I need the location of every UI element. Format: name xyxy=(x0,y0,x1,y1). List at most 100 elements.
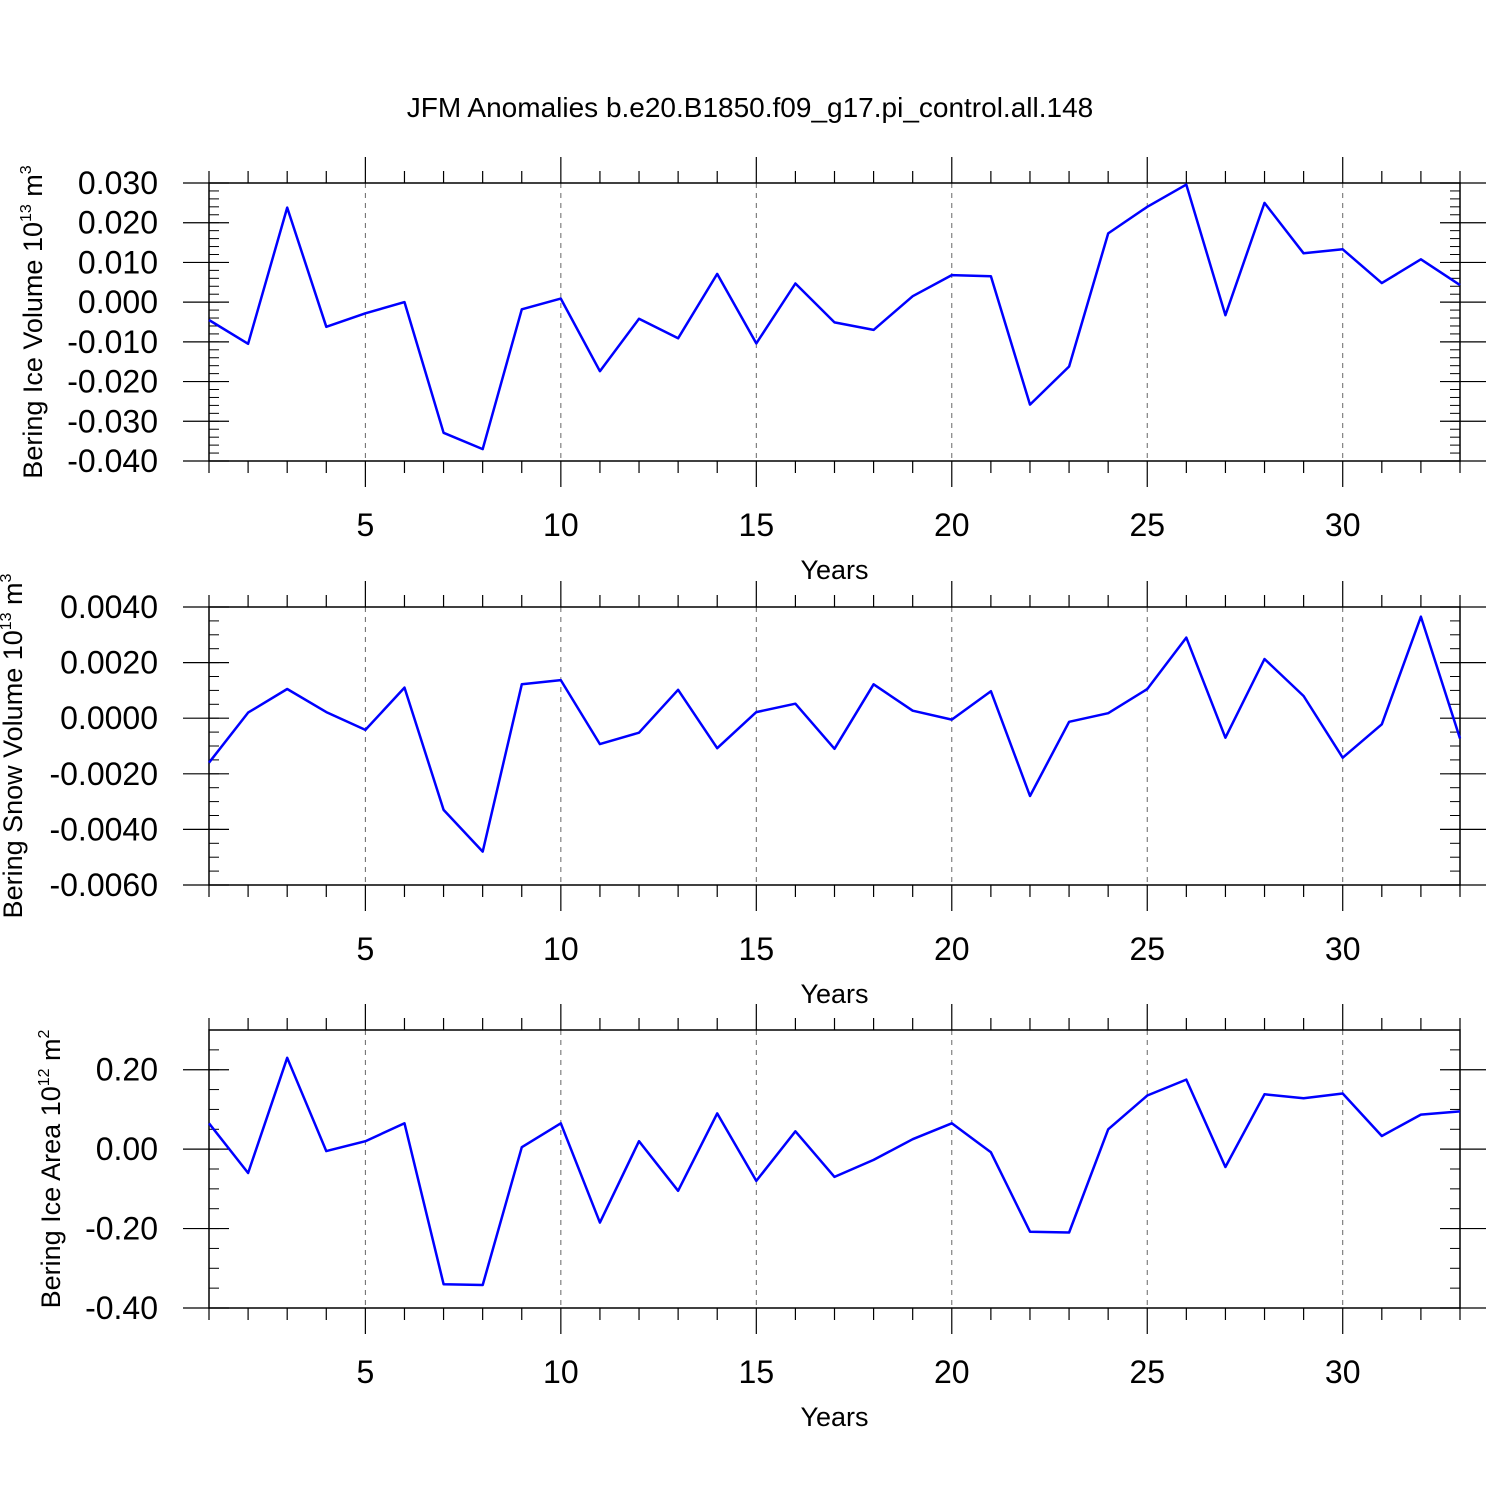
y-tick-label: -0.040 xyxy=(67,443,158,479)
data-point xyxy=(1458,736,1462,740)
y-tick-label: -0.020 xyxy=(67,364,158,400)
data-point xyxy=(833,1175,837,1179)
y-tick-label: -0.40 xyxy=(85,1290,158,1326)
data-point xyxy=(1067,720,1071,724)
data-point xyxy=(793,281,797,285)
x-tick-label: 20 xyxy=(934,507,970,543)
data-point xyxy=(207,761,211,765)
data-point xyxy=(1341,1092,1345,1096)
data-point xyxy=(207,318,211,322)
y-axis-label-text: m xyxy=(36,1038,66,1068)
y-tick-label: -0.20 xyxy=(85,1211,158,1247)
y-tick-label: -0.010 xyxy=(67,324,158,360)
y-tick-label: 0.0020 xyxy=(60,645,158,681)
data-point xyxy=(481,850,485,854)
y-axis-label-text: Bering Snow Volume 10 xyxy=(0,630,28,918)
data-point xyxy=(989,689,993,693)
data-point xyxy=(598,1221,602,1225)
data-point xyxy=(1263,1092,1267,1096)
figure-title: JFM Anomalies b.e20.B1850.f09_g17.pi_con… xyxy=(407,92,1093,123)
data-point xyxy=(676,336,680,340)
data-point xyxy=(442,1282,446,1286)
data-point xyxy=(1067,1231,1071,1235)
data-point xyxy=(676,1189,680,1193)
data-point xyxy=(1380,722,1384,726)
y-tick-label: 0.0040 xyxy=(60,589,158,625)
ice-area-series-line xyxy=(208,1056,1461,1287)
data-point xyxy=(1223,313,1227,317)
data-point xyxy=(950,1121,954,1125)
data-point xyxy=(989,274,993,278)
data-point xyxy=(246,342,250,346)
data-point xyxy=(1419,615,1423,619)
data-point xyxy=(715,272,719,276)
data-point xyxy=(520,307,524,311)
data-point xyxy=(285,1056,289,1060)
panels: 5 10 15 20 25 30-0.040-0.030-0.020-0.0100.000… xyxy=(0,157,1486,1432)
data-point xyxy=(559,1121,563,1125)
y-tick-label: -0.0060 xyxy=(49,867,158,903)
data-point xyxy=(363,1139,367,1143)
data-point xyxy=(520,682,524,686)
data-point xyxy=(637,1139,641,1143)
plot-frame xyxy=(208,606,1461,886)
data-point xyxy=(1223,1165,1227,1169)
y-tick-label: 0.0000 xyxy=(60,700,158,736)
y-axis-label-superscript: 3 xyxy=(18,165,35,174)
y-tick-label: 0.000 xyxy=(78,284,158,320)
data-point xyxy=(402,300,406,304)
y-axis-label-superscript: 3 xyxy=(0,573,15,582)
ice-area-panel: 5 10 15 20 25 30 -0.40 -0.20 0.00 0.20 Years Bering… xyxy=(36,1004,1486,1432)
data-point xyxy=(481,447,485,451)
x-tick-label: 10 xyxy=(543,1354,579,1390)
data-point xyxy=(1028,403,1032,407)
ice-volume-panel: 5 10 15 20 25 30 -0.040 -0.030-0.020 -0.010 0.000… xyxy=(18,157,1486,585)
data-point xyxy=(207,1121,211,1125)
x-tick-label: 25 xyxy=(1129,507,1165,543)
x-tick-label: 15 xyxy=(739,1354,775,1390)
x-tick-label: 30 xyxy=(1325,507,1361,543)
plot-frame xyxy=(208,1029,1461,1309)
x-tick-label: 30 xyxy=(1325,931,1361,967)
data-point xyxy=(324,325,328,329)
data-point xyxy=(1341,756,1345,760)
x-tick-label: 25 xyxy=(1129,931,1165,967)
data-point xyxy=(559,678,563,682)
x-tick-label: 10 xyxy=(543,507,579,543)
data-point xyxy=(1145,1094,1149,1098)
data-point xyxy=(715,746,719,750)
data-point xyxy=(402,1121,406,1125)
data-point xyxy=(911,1137,915,1141)
data-point xyxy=(559,297,563,301)
x-tick-label: 20 xyxy=(934,1354,970,1390)
data-point xyxy=(1028,1230,1032,1234)
data-point xyxy=(598,369,602,373)
data-point xyxy=(1106,231,1110,235)
data-point xyxy=(872,1158,876,1162)
data-point xyxy=(1302,694,1306,698)
y-axis-label-text: Bering Ice Area 10 xyxy=(36,1086,66,1308)
x-axis-label: Years xyxy=(800,979,868,1009)
x-tick-label: 25 xyxy=(1129,1354,1165,1390)
data-point xyxy=(442,431,446,435)
x-tick-label: 10 xyxy=(543,931,579,967)
data-point xyxy=(1380,281,1384,285)
x-tick-label: 15 xyxy=(739,931,775,967)
data-point xyxy=(363,311,367,315)
y-tick-label: 0.00 xyxy=(96,1131,158,1167)
data-point xyxy=(1184,183,1188,187)
y-tick-label: 0.010 xyxy=(78,244,158,280)
data-point xyxy=(1458,283,1462,287)
x-tick-label: 20 xyxy=(934,931,970,967)
data-point xyxy=(754,710,758,714)
data-point xyxy=(1106,711,1110,715)
y-axis-label-superscript: 2 xyxy=(36,1029,53,1038)
y-tick-label: 0.020 xyxy=(78,205,158,241)
y-axis-label-text: m xyxy=(18,174,48,204)
data-point xyxy=(363,728,367,732)
data-point xyxy=(754,1179,758,1183)
data-point xyxy=(1419,1113,1423,1117)
data-point xyxy=(442,808,446,812)
y-tick-label: -0.0020 xyxy=(49,756,158,792)
y-axis-label-superscript: 13 xyxy=(0,612,15,630)
